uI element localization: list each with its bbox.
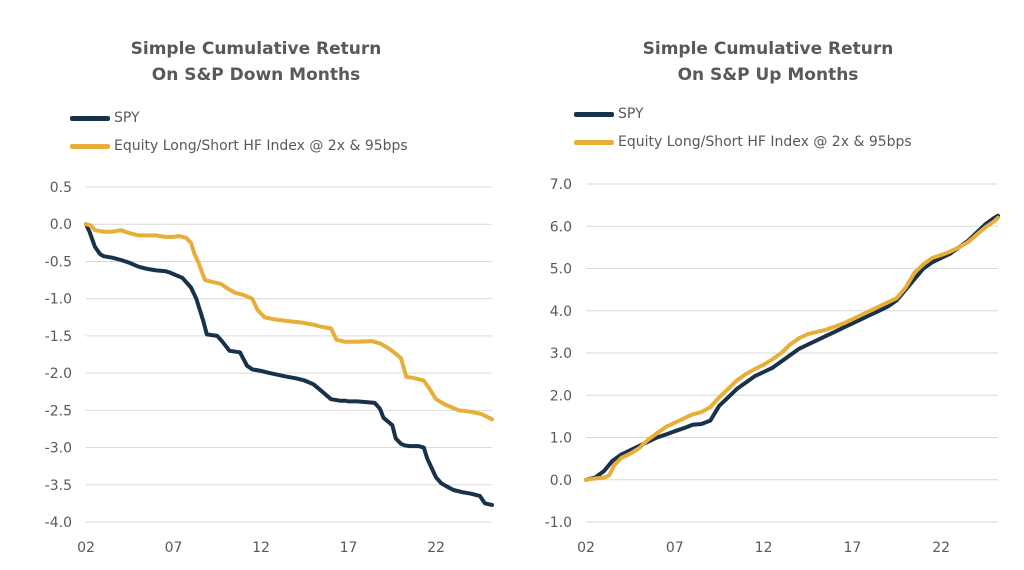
legend-label-hf-index: Equity Long/Short HF Index @ 2x & 95bps xyxy=(618,134,912,150)
chart-plot-down-months: 0.5 0.0 -0.5 -1.0 -1.5 -2.0 -2.5 -3.0 -3.5 -4.0 02… xyxy=(45,180,494,556)
y-tick-label: 3.0 xyxy=(550,346,572,362)
y-tick-label: 6.0 xyxy=(550,219,572,235)
x-tick-label: 07 xyxy=(165,540,183,556)
x-tick-label: 12 xyxy=(755,540,773,556)
legend-label-spy: SPY xyxy=(114,110,140,126)
x-tick-label: 12 xyxy=(252,540,270,556)
y-tick-label: -1.0 xyxy=(545,515,572,531)
legend-item-hf-index: Equity Long/Short HF Index @ 2x & 95bps xyxy=(70,132,408,160)
y-tick-label: 5.0 xyxy=(550,262,572,278)
legend-swatch-spy xyxy=(70,116,110,121)
chart-legend: SPY Equity Long/Short HF Index @ 2x & 95… xyxy=(574,100,912,156)
y-tick-label: 4.0 xyxy=(550,304,572,320)
series-line-hf-index xyxy=(584,215,1000,482)
chart-title-line-2: On S&P Down Months xyxy=(151,65,361,85)
x-tick-label: 22 xyxy=(932,540,950,556)
legend-swatch-spy xyxy=(574,112,614,117)
y-tick-label: -1.0 xyxy=(45,292,72,308)
legend-label-spy: SPY xyxy=(618,106,644,122)
series-line-spy xyxy=(584,213,1000,482)
x-tick-label: 22 xyxy=(427,540,445,556)
legend-item-hf-index: Equity Long/Short HF Index @ 2x & 95bps xyxy=(574,128,912,156)
y-tick-label: 2.0 xyxy=(550,388,572,404)
y-tick-label: 1.0 xyxy=(550,431,572,447)
y-tick-label: -3.5 xyxy=(45,478,72,494)
y-tick-label: 7.0 xyxy=(550,177,572,193)
y-tick-label: -2.5 xyxy=(45,403,72,419)
y-tick-label: 0.5 xyxy=(50,180,72,196)
chart-title-line-2: On S&P Up Months xyxy=(677,65,859,85)
series-line-hf-index xyxy=(84,222,494,422)
chart-title: Simple Cumulative Return On S&P Up Month… xyxy=(512,36,1024,88)
x-tick-label: 02 xyxy=(577,540,595,556)
x-tick-label: 02 xyxy=(77,540,95,556)
y-tick-label: 0.0 xyxy=(50,217,72,233)
x-tick-label: 07 xyxy=(666,540,684,556)
legend-label-hf-index: Equity Long/Short HF Index @ 2x & 95bps xyxy=(114,138,408,154)
chart-legend: SPY Equity Long/Short HF Index @ 2x & 95… xyxy=(70,104,408,160)
x-tick-label: 17 xyxy=(340,540,358,556)
legend-swatch-hf-index xyxy=(70,144,110,149)
legend-item-spy: SPY xyxy=(70,104,408,132)
chart-panel-down-months: Simple Cumulative Return On S&P Down Mon… xyxy=(0,36,512,556)
series-line-spy xyxy=(84,222,494,507)
chart-title-line-1: Simple Cumulative Return xyxy=(130,39,382,59)
y-tick-label: -3.0 xyxy=(45,441,72,457)
y-tick-label: -4.0 xyxy=(45,515,72,531)
chart-title: Simple Cumulative Return On S&P Down Mon… xyxy=(0,36,512,88)
y-tick-label: 0.0 xyxy=(550,473,572,489)
chart-title-line-1: Simple Cumulative Return xyxy=(642,39,894,59)
y-tick-label: -0.5 xyxy=(45,254,72,270)
legend-swatch-hf-index xyxy=(574,140,614,145)
chart-plot-up-months: 7.0 6.0 5.0 4.0 3.0 2.0 1.0 0.0 -1.0 02 07 12 17 22 xyxy=(545,177,1000,556)
x-tick-label: 17 xyxy=(843,540,861,556)
legend-item-spy: SPY xyxy=(574,100,912,128)
y-tick-label: -1.5 xyxy=(45,329,72,345)
chart-panel-up-months: Simple Cumulative Return On S&P Up Month… xyxy=(512,0,1024,570)
y-tick-label: -2.0 xyxy=(45,366,72,382)
